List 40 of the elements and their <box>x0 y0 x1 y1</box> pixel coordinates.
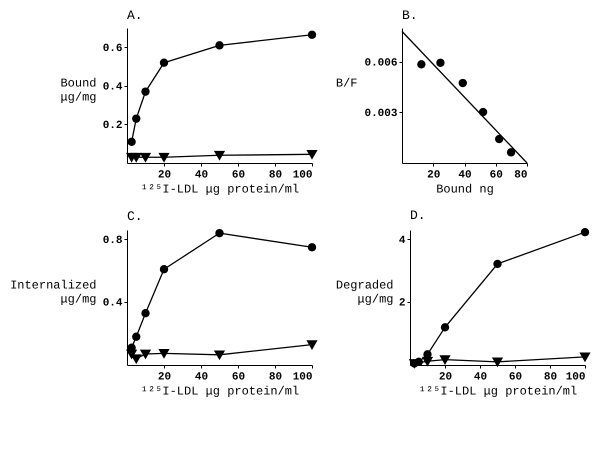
x-tick-label: 20 <box>438 372 452 384</box>
x-tick-label: 80 <box>514 170 528 182</box>
x-tick-label: 80 <box>268 372 282 384</box>
chart-title: A. <box>127 8 143 23</box>
y-tick-label: 0.003 <box>364 108 398 120</box>
x-axis-title: ¹²⁵I-LDL μg protein/ml <box>140 182 300 196</box>
y-axis-title: Internalized μg/mg <box>10 278 96 306</box>
x-tick-label: 20 <box>158 372 172 384</box>
x-tick-label: 20 <box>427 170 440 182</box>
y-tick-label: 0.2 <box>102 120 122 132</box>
x-tick-label: 60 <box>232 170 246 182</box>
x-tick-label: 20 <box>158 170 172 182</box>
x-tick-label: 60 <box>232 372 246 384</box>
y-tick-label: 0.8 <box>102 234 123 247</box>
x-tick-label: 80 <box>544 372 558 384</box>
x-axis-title: ¹²⁵I-LDL μg protein/ml <box>418 384 578 398</box>
x-tick-label: 80 <box>268 170 282 182</box>
x-axis-title: ¹²⁵I-LDL μg protein/ml <box>140 384 300 398</box>
y-tick-label: 2 <box>398 298 406 310</box>
x-tick-label: 60 <box>508 372 522 384</box>
x-axis-title: Bound ng <box>436 182 494 196</box>
y-tick-label: 0.4 <box>102 81 123 94</box>
y-axis-title: Bound μg/mg <box>60 76 96 104</box>
x-tick-label: 100 <box>292 372 312 384</box>
y-axis-title: B/F <box>336 76 358 90</box>
x-tick-label: 40 <box>194 170 208 182</box>
x-tick-label: 100 <box>566 372 586 384</box>
y-axis-title: Degraded μg/mg <box>336 278 394 306</box>
chart-title: D. <box>410 208 426 224</box>
chart-title: B. <box>402 8 418 23</box>
x-tick-label: 40 <box>194 372 208 384</box>
x-tick-label: 100 <box>292 170 312 182</box>
y-tick-label: 4 <box>398 234 406 247</box>
y-tick-label: 0.006 <box>364 57 398 70</box>
x-tick-label: 40 <box>474 372 488 384</box>
y-tick-label: 0.6 <box>102 42 122 55</box>
y-tick-label: 0.4 <box>102 298 123 310</box>
x-tick-label: 60 <box>490 170 503 182</box>
chart-title: C. <box>127 208 143 224</box>
x-tick-label: 40 <box>458 170 472 182</box>
